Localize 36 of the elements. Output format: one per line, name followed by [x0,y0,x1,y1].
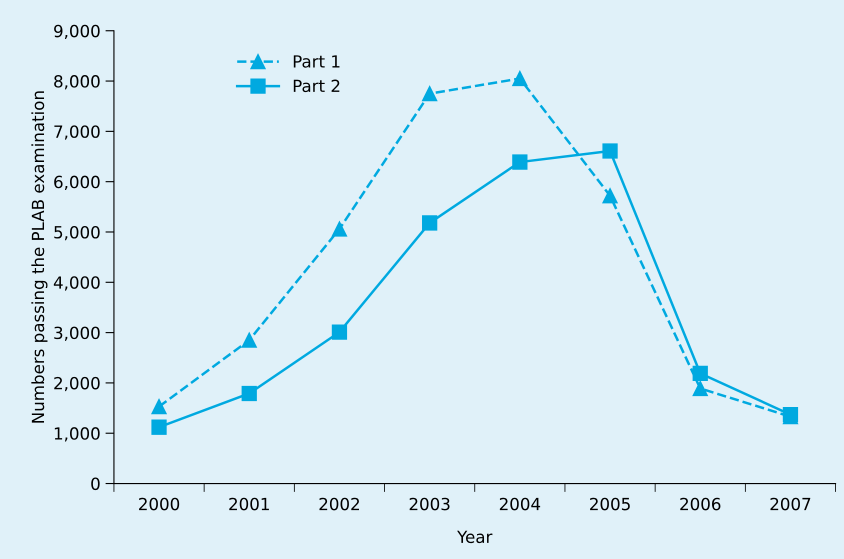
legend-label: Part 1 [294,55,340,68]
point [151,420,167,435]
point [332,221,348,237]
y-tick-label: 2,000 [54,376,100,392]
x-tick-label: 2003 [410,498,450,510]
point [332,324,348,340]
point [512,70,528,86]
y-tick-label: 9,000 [54,24,100,40]
x-tick-label: 2000 [139,498,180,510]
y-tick-label: 0 [91,477,100,490]
point [602,188,618,204]
point [422,215,438,231]
x-axis-title: Year [457,530,492,544]
point [692,366,708,381]
y-tick-label: 8,000 [54,75,100,90]
point [242,386,257,402]
x-tick-label: 2004 [500,498,540,510]
x-tick-label: 2006 [680,498,720,510]
y-tick-label: 1,000 [54,427,100,442]
point [692,380,708,396]
point [512,154,528,170]
point [151,398,167,414]
point [422,86,438,102]
legend-label: Part 2 [294,80,340,92]
y-tick-label: 3,000 [54,326,100,341]
y-tick-label: 6,000 [54,176,100,190]
point [242,332,257,348]
x-tick-label: 2001 [229,498,269,510]
x-tick-label: 2002 [319,498,359,510]
y-tick-label: 5,000 [54,226,100,240]
x-tick-label: 2005 [590,498,630,510]
y-axis-title: Numbers passing the PLAB examination [31,91,48,423]
y-tick-label: 4,000 [54,276,100,291]
point [602,143,618,159]
y-tick-label: 7,000 [54,125,100,140]
x-tick-label: 2007 [770,498,810,510]
